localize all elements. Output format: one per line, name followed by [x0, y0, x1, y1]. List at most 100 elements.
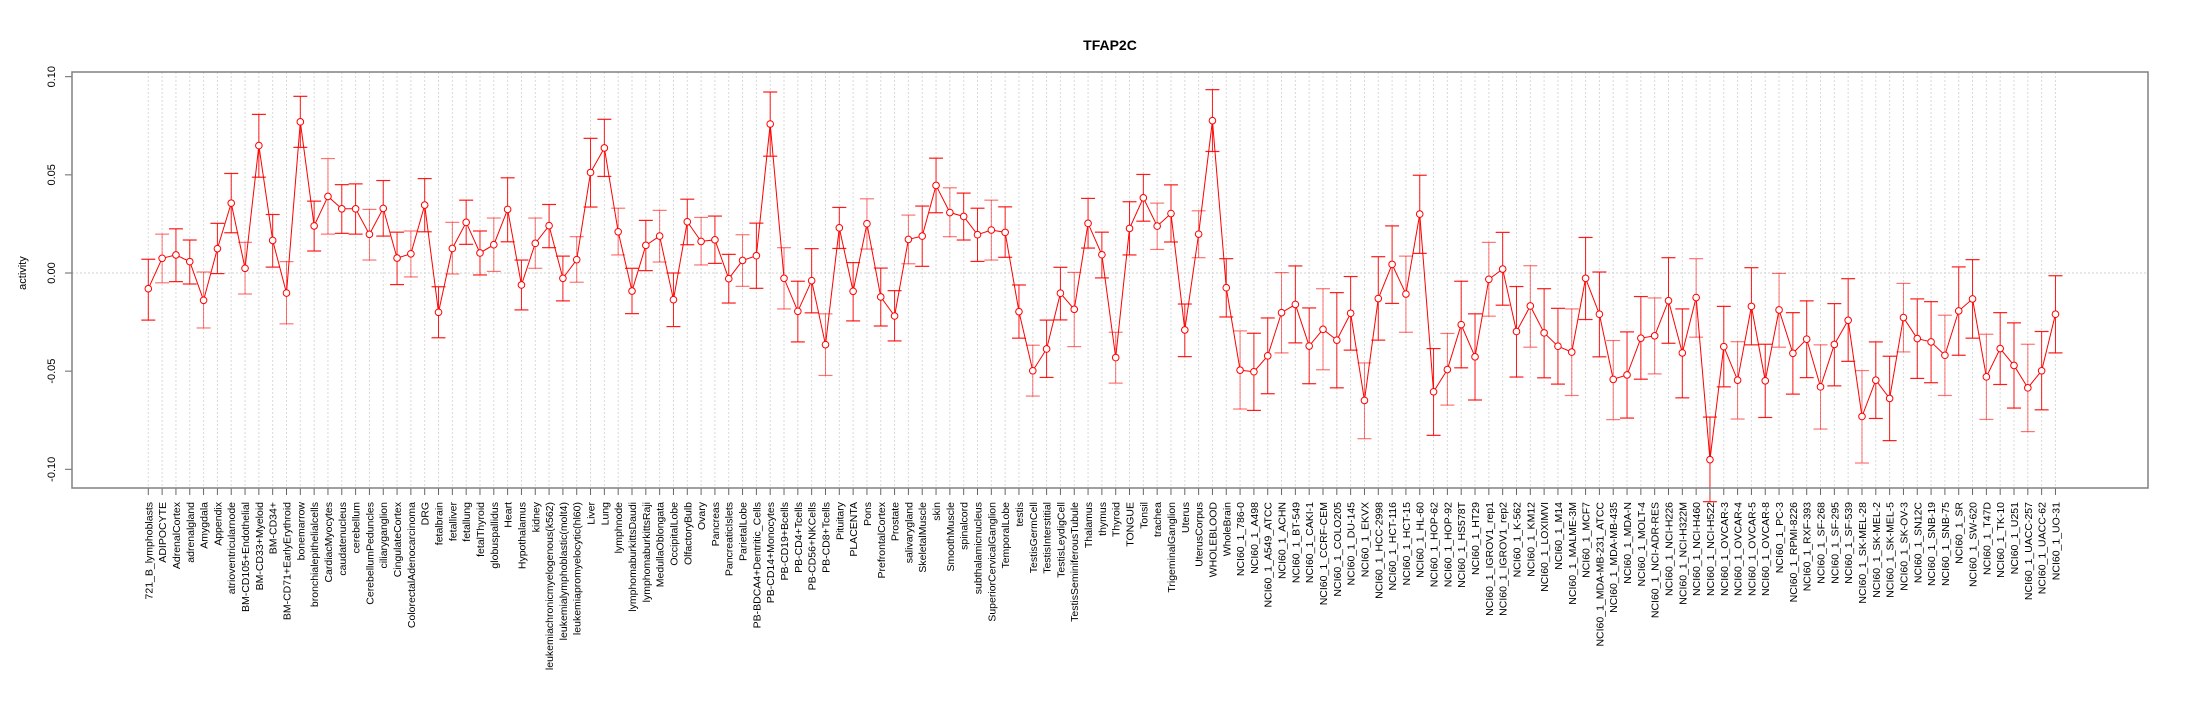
- data-point-group: [472, 230, 487, 276]
- data-point-group: [2007, 322, 2021, 409]
- x-tick-label: fetallung: [461, 502, 473, 542]
- x-tick-label: fetalThyroid: [475, 502, 487, 557]
- x-tick-label: NCI60_1_RXF-393: [1802, 502, 1814, 591]
- data-point-group: [307, 200, 322, 252]
- data-point-group: [1067, 271, 1082, 348]
- x-tick-label: PB-CD8+Tcells: [820, 502, 832, 573]
- x-tick-label: NCI60_1_EKVX: [1359, 502, 1371, 577]
- x-tick-label: NCI60_1_MDA-MB-231_ATCC: [1594, 502, 1606, 647]
- grid-layer: [72, 72, 2148, 488]
- x-tick-label: Pons: [862, 502, 874, 526]
- y-axis-label: activity: [17, 256, 29, 290]
- data-point-group: [168, 228, 183, 283]
- data-point-group: [583, 137, 598, 208]
- data-point: [213, 244, 222, 253]
- x-tick-label: ColorectalAdenocarcinoma: [406, 502, 418, 628]
- data-point-group: [873, 267, 888, 327]
- data-point-group: [625, 267, 639, 315]
- data-point: [1098, 250, 1106, 259]
- data-point-group: [1882, 355, 1897, 442]
- data-point-group: [1689, 258, 1704, 338]
- data-point-group: [1716, 305, 1731, 388]
- data-point: [1346, 309, 1355, 318]
- data-point-group: [1136, 173, 1151, 222]
- data-point-group: [1785, 312, 1800, 395]
- data-point: [2051, 310, 2060, 319]
- data-point: [255, 141, 263, 150]
- data-point: [462, 218, 470, 227]
- data-point: [1775, 306, 1783, 314]
- x-tick-label: NCI60_1_HCT-15: [1401, 502, 1413, 586]
- data-point: [324, 192, 332, 201]
- data-point-group: [763, 91, 778, 157]
- x-tick-label: PrefrontalCortex: [876, 501, 888, 578]
- data-point: [1360, 396, 1369, 405]
- data-point: [932, 181, 940, 190]
- data-point-group: [1841, 278, 1856, 362]
- data-point-group: [1468, 313, 1483, 401]
- x-tick-label: SmoothMuscle: [945, 502, 957, 572]
- x-tick-label: Appendix: [212, 501, 224, 546]
- data-point: [586, 168, 595, 177]
- data-point: [268, 236, 277, 245]
- data-point-group: [597, 118, 612, 178]
- data-point: [1111, 353, 1120, 362]
- data-point: [420, 201, 429, 209]
- data-point-group: [1675, 308, 1690, 399]
- data-point: [172, 251, 180, 259]
- x-tick-label: testis: [1014, 502, 1026, 527]
- x-tick-label: NCI60_1_OVCAR-3: [1719, 502, 1731, 596]
- x-tick-label: lymphnode: [613, 502, 625, 554]
- data-point: [1554, 342, 1562, 351]
- x-tick-label: Prostate: [890, 502, 902, 541]
- x-tick-label: NCI60_1_MALME-3M: [1567, 502, 1579, 605]
- data-point-group: [348, 183, 363, 235]
- data-point-group: [265, 213, 280, 268]
- data-point: [835, 224, 844, 232]
- data-point: [628, 287, 636, 295]
- x-tick-label: OccipitalLobe: [668, 502, 680, 566]
- data-point: [711, 236, 719, 244]
- data-point-group: [390, 231, 405, 286]
- x-tick-label: WHOLEBLOOD: [1207, 502, 1219, 578]
- data-point: [1001, 228, 1009, 237]
- series-layer: [141, 89, 2063, 503]
- data-point-group: [666, 272, 681, 328]
- data-point: [987, 226, 996, 234]
- x-tick-label: PancreaticIslets: [724, 502, 736, 576]
- data-point-group: [1730, 341, 1745, 420]
- x-tick-label: kidney: [530, 501, 542, 532]
- data-point: [1084, 219, 1092, 228]
- x-tick-label: NCI60_1_HOP-92: [1442, 502, 1454, 587]
- data-point-group: [901, 214, 916, 265]
- data-point: [310, 222, 318, 230]
- data-point: [1263, 352, 1272, 360]
- x-axis: 721_B_lymphoblasts ADIPOCYTE AdrenalCortex…: [143, 487, 2062, 670]
- data-point-group: [1011, 284, 1026, 339]
- x-tick-label: DRG: [420, 502, 432, 525]
- data-point-group: [1150, 202, 1165, 251]
- data-point-group: [1357, 362, 1372, 440]
- x-tick-label: PB-CD4+Tcells: [793, 502, 805, 573]
- data-point: [158, 254, 166, 263]
- data-point-group: [2020, 343, 2035, 433]
- x-tick-label: NCI60_1_OVCAR-4: [1733, 502, 1745, 596]
- x-tick-label: NCI60_1_SW-620: [1968, 502, 1980, 587]
- x-tick-label: leukemiachronicmyelogenous(k562): [544, 502, 556, 670]
- data-point: [1747, 302, 1756, 311]
- x-tick-label: NCI60_1_MDA-MB-435: [1608, 502, 1620, 613]
- data-point-group: [1772, 272, 1787, 348]
- x-tick-label: NCI60_1_COLO205: [1332, 502, 1344, 597]
- x-tick-label: bonemarrow: [295, 502, 307, 561]
- data-point-group: [846, 261, 861, 322]
- data-point-group: [1509, 285, 1524, 378]
- y-tick-label: 0.00: [46, 262, 58, 283]
- data-point: [1609, 375, 1618, 384]
- data-point: [642, 241, 650, 250]
- data-point: [1374, 294, 1383, 303]
- data-point-group: [1163, 184, 1178, 243]
- data-point-group: [1398, 255, 1413, 333]
- data-point: [959, 212, 968, 221]
- x-tick-label: NCI60_1_U251: [2009, 502, 2021, 575]
- data-point-group: [1647, 297, 1662, 375]
